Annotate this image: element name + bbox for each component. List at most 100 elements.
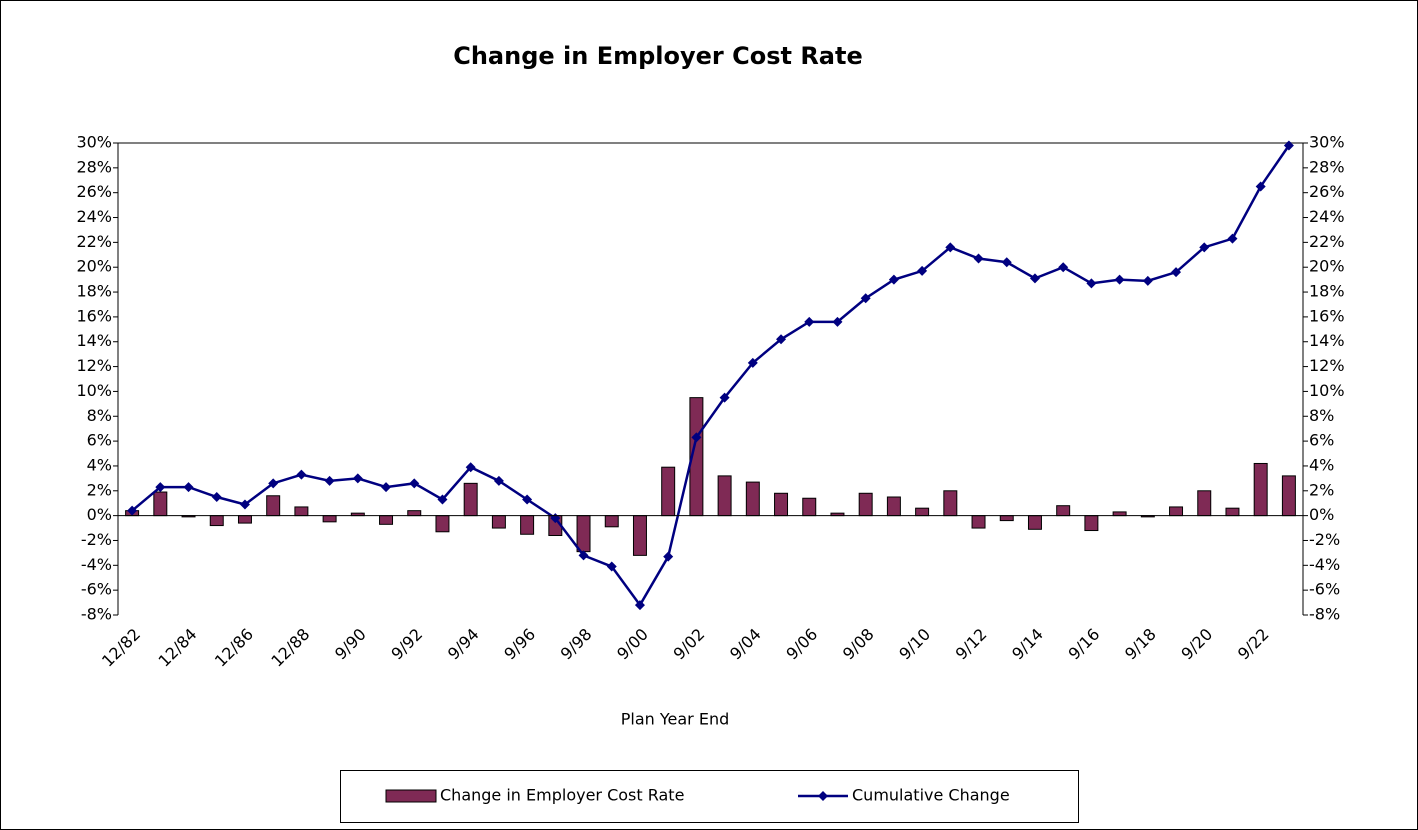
legend-label: Cumulative Change xyxy=(852,786,1010,805)
y2-tick-label: 4% xyxy=(1309,455,1334,474)
y-tick-label: 24% xyxy=(76,207,112,226)
bar xyxy=(802,497,817,517)
line-marker xyxy=(634,600,645,611)
line-marker xyxy=(155,482,166,493)
y2-tick-label: 6% xyxy=(1309,431,1334,450)
bar xyxy=(858,492,873,517)
bar xyxy=(209,515,224,527)
line-marker xyxy=(1283,140,1294,151)
line-marker xyxy=(409,478,420,489)
bar xyxy=(435,515,450,533)
y-tick-label: 20% xyxy=(76,257,112,276)
line-marker xyxy=(522,494,533,505)
line-marker xyxy=(1227,233,1238,244)
bar xyxy=(1112,511,1127,517)
bar xyxy=(576,515,591,553)
line-marker xyxy=(1255,181,1266,192)
y-tick-label: -4% xyxy=(81,555,112,574)
bar xyxy=(1225,507,1240,517)
line-marker xyxy=(1142,275,1153,286)
y-tick-label: 26% xyxy=(76,182,112,201)
y-tick-label: 8% xyxy=(87,406,112,425)
legend-label: Change in Employer Cost Rate xyxy=(440,786,684,805)
y-tick-label: 18% xyxy=(76,282,112,301)
line-marker xyxy=(493,475,504,486)
line xyxy=(131,144,1290,608)
y2-tick-label: 14% xyxy=(1309,331,1345,350)
bar xyxy=(1027,515,1042,530)
bar xyxy=(999,515,1014,522)
line-marker xyxy=(776,334,787,345)
line-marker xyxy=(296,469,307,480)
y-tick-label: 6% xyxy=(87,431,112,450)
bar xyxy=(491,515,506,529)
x-axis-title: Plan Year End xyxy=(621,710,730,729)
y2-tick-label: 8% xyxy=(1309,406,1334,425)
y2-tick-label: -4% xyxy=(1309,555,1340,574)
y2-tick-label: 12% xyxy=(1309,356,1345,375)
y2-tick-label: 20% xyxy=(1309,257,1345,276)
line-marker xyxy=(239,499,250,510)
y2-tick-label: 18% xyxy=(1309,282,1345,301)
bar xyxy=(717,475,732,517)
y2-tick-label: 10% xyxy=(1309,381,1345,400)
line-marker xyxy=(578,550,589,561)
y2-tick-label: 16% xyxy=(1309,306,1345,325)
line-marker xyxy=(381,482,392,493)
y-tick-label: 16% xyxy=(76,306,112,325)
line-marker xyxy=(973,253,984,264)
bar xyxy=(1169,506,1184,517)
line-marker xyxy=(1058,262,1069,273)
y-tick-label: 4% xyxy=(87,455,112,474)
bar xyxy=(1084,515,1099,532)
chart-title: Change in Employer Cost Rate xyxy=(453,42,863,70)
line-marker xyxy=(832,316,843,327)
y-tick-label: 10% xyxy=(76,381,112,400)
legend-swatch xyxy=(385,789,437,803)
bar xyxy=(915,507,930,517)
y2-tick-label: -6% xyxy=(1309,580,1340,599)
bar xyxy=(632,515,647,556)
line-marker xyxy=(1171,267,1182,278)
bar xyxy=(661,466,676,517)
line-marker xyxy=(719,392,730,403)
bar xyxy=(1281,475,1296,517)
line-marker xyxy=(804,316,815,327)
y-tick-label: -6% xyxy=(81,580,112,599)
line-marker xyxy=(352,473,363,484)
y2-tick-label: 26% xyxy=(1309,182,1345,201)
y2-tick-label: 30% xyxy=(1309,133,1345,152)
line-marker xyxy=(747,357,758,368)
bar xyxy=(407,510,422,517)
y-tick-label: 12% xyxy=(76,356,112,375)
line-marker xyxy=(1199,242,1210,253)
line-marker xyxy=(1001,257,1012,268)
line-marker xyxy=(268,478,279,489)
line-marker xyxy=(211,492,222,502)
line-marker xyxy=(945,242,956,253)
y-tick-label: 22% xyxy=(76,232,112,251)
bar xyxy=(1056,505,1071,517)
line-marker xyxy=(860,293,871,304)
bar xyxy=(1197,490,1212,517)
y2-tick-label: 0% xyxy=(1309,505,1334,524)
line-marker xyxy=(127,505,138,516)
bar xyxy=(266,495,281,517)
bar xyxy=(153,491,168,517)
y-tick-label: 0% xyxy=(87,505,112,524)
line-marker xyxy=(324,475,335,486)
y2-tick-label: 24% xyxy=(1309,207,1345,226)
bar xyxy=(604,515,619,528)
y-tick-label: 2% xyxy=(87,480,112,499)
line-marker xyxy=(437,494,448,505)
bar xyxy=(463,482,478,517)
bar xyxy=(774,492,789,517)
line-marker xyxy=(691,432,702,443)
bar xyxy=(379,515,394,525)
y-tick-label: 28% xyxy=(76,157,112,176)
bar xyxy=(294,506,309,517)
bar xyxy=(1253,462,1268,517)
y-tick-label: 14% xyxy=(76,331,112,350)
